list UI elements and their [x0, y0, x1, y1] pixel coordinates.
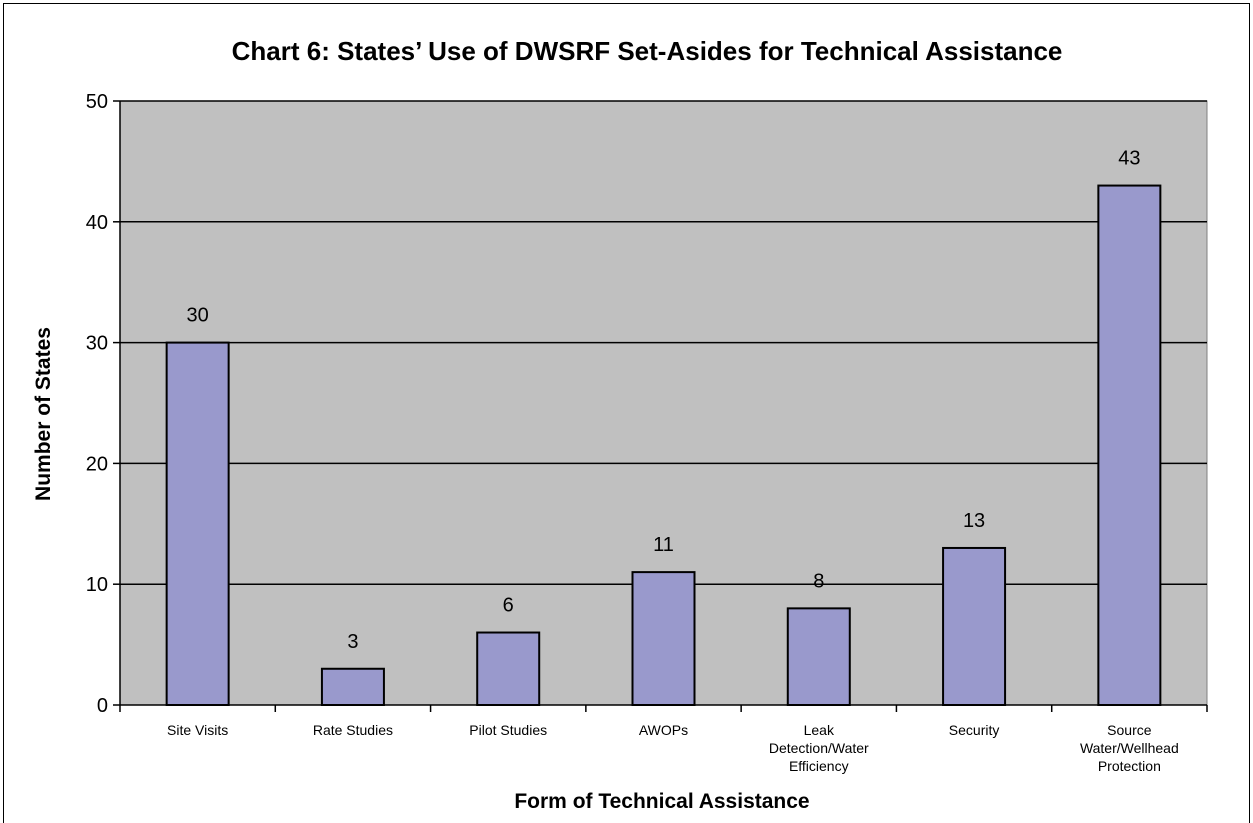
- bar: [1097, 184, 1162, 706]
- x-axis-title: Form of Technical Assistance: [514, 790, 809, 813]
- x-tick-label: Source Water/Wellhead Protection: [1080, 722, 1179, 774]
- x-tick-label: Site Visits: [167, 722, 228, 738]
- data-label: 6: [503, 595, 514, 617]
- y-tick-label: 50: [86, 91, 108, 113]
- x-tick-label: Security: [949, 722, 1000, 738]
- x-tick-label: Rate Studies: [313, 722, 393, 738]
- axes: [113, 100, 1208, 712]
- y-tick-label: 20: [86, 453, 108, 475]
- bar: [476, 631, 541, 707]
- bar: [165, 341, 230, 706]
- bars: [165, 184, 1162, 707]
- data-label: 43: [1118, 148, 1140, 170]
- data-label: 13: [963, 510, 985, 532]
- y-tick-label: 10: [86, 574, 108, 596]
- y-axis-title: Number of States: [32, 327, 55, 501]
- bar: [631, 571, 696, 706]
- y-tick-label: 0: [97, 695, 108, 717]
- x-tick-label: Pilot Studies: [469, 722, 547, 738]
- x-tick-label: Leak Detection/Water Efficiency: [769, 722, 869, 774]
- data-label: 11: [653, 534, 674, 556]
- data-label: 30: [187, 305, 209, 327]
- data-label: 3: [347, 631, 358, 653]
- labels: 0 10 20 30 40 50 30 Site Visits 3 Rate Studies 6 Pi…: [86, 91, 1179, 774]
- y-tick-label: 30: [86, 333, 108, 355]
- y-tick-label: 40: [86, 212, 108, 234]
- bar: [786, 607, 851, 706]
- x-tick-label: AWOPs: [639, 722, 688, 738]
- data-label: 8: [813, 570, 824, 592]
- bar: [942, 546, 1007, 707]
- chart-title: Chart 6: States’ Use of DWSRF Set-Asides…: [232, 36, 1063, 66]
- chart-frame: [3, 3, 1250, 823]
- bar: [320, 667, 385, 707]
